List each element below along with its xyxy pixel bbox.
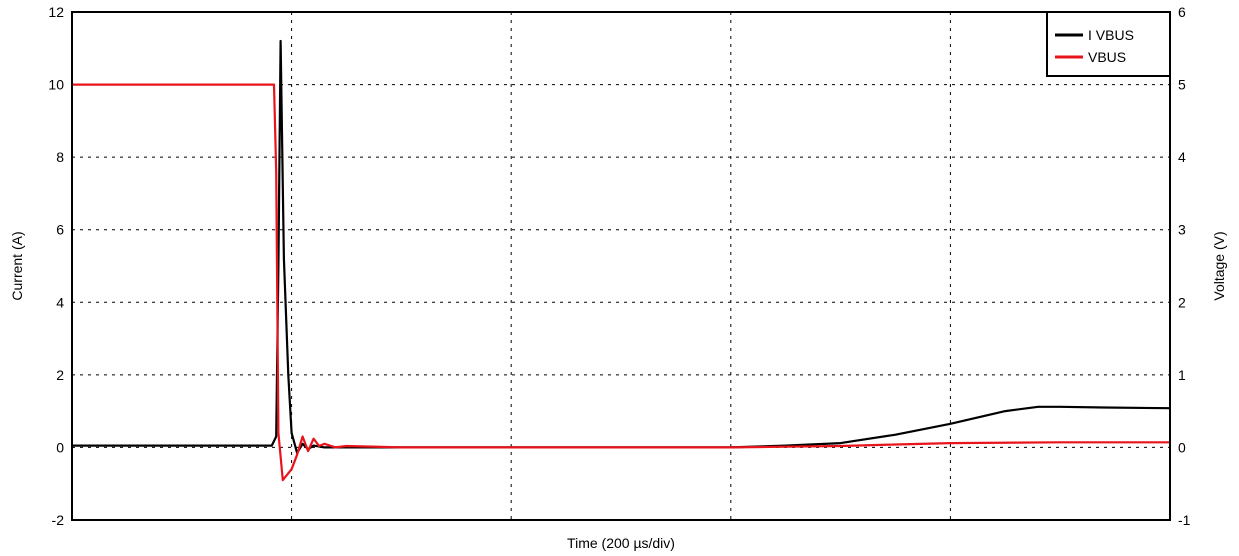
y-tick-left-label: 2 (56, 367, 64, 383)
y-tick-right-label: 5 (1178, 77, 1186, 93)
y-tick-right-label: 4 (1178, 149, 1186, 165)
y-tick-right-label: -1 (1178, 512, 1191, 528)
legend-label-vbus: VBUS (1088, 49, 1126, 65)
y-tick-left-label: 0 (56, 439, 64, 455)
y-tick-right-label: 3 (1178, 222, 1186, 238)
plot-frame (71, 11, 1171, 521)
y-tick-left-label: 10 (48, 77, 64, 93)
series-line-vbus (72, 83, 1170, 482)
y-tick-right-label: 2 (1178, 294, 1186, 310)
y-tick-right-label: 0 (1178, 439, 1186, 455)
y-ticks-right: -1 0 1 2 3 4 5 6 (1178, 4, 1191, 528)
legend: I VBUS VBUS (1046, 11, 1171, 77)
y-tick-left-label: 6 (56, 222, 64, 238)
legend-label-i-vbus: I VBUS (1088, 27, 1134, 43)
legend-box (1046, 11, 1171, 77)
plot-background (72, 12, 1170, 520)
y-tick-right-label: 1 (1178, 367, 1186, 383)
y-tick-left-label: -2 (52, 512, 65, 528)
y-tick-right-label: 6 (1178, 4, 1186, 20)
y-axis-label-left: Current (A) (9, 231, 25, 300)
x-axis-label: Time (200 µs/div) (567, 535, 675, 551)
y-tick-left-label: 8 (56, 149, 64, 165)
y-axis-label-right: Voltage (V) (1211, 231, 1227, 300)
grid (72, 12, 1170, 520)
y-tick-left-label: 4 (56, 294, 64, 310)
y-tick-left-label: 12 (48, 4, 64, 20)
series-lines (72, 39, 1171, 482)
y-ticks-left: -2 0 2 4 6 8 10 12 (48, 4, 64, 528)
